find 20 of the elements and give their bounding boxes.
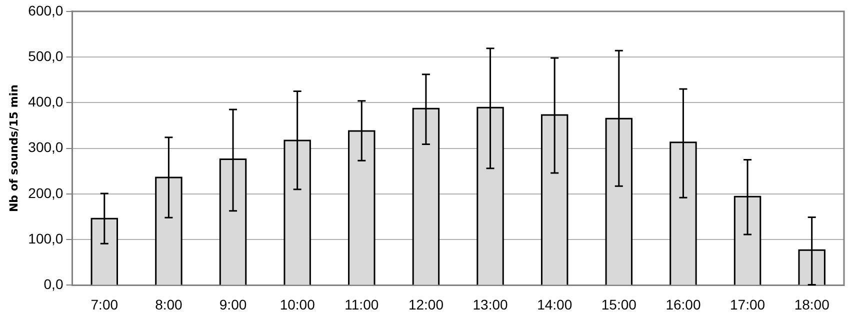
y-tick-label: 400,0 <box>28 94 64 110</box>
x-tick-label: 17:00 <box>730 296 766 312</box>
x-tick-label: 16:00 <box>666 296 701 312</box>
x-tick-label: 13:00 <box>472 296 508 312</box>
x-tick-label: 8:00 <box>155 296 183 312</box>
y-tick-label: 100,0 <box>28 230 64 246</box>
x-tick-label: 7:00 <box>90 296 118 312</box>
x-tick-label: 10:00 <box>280 296 316 312</box>
x-tick-label: 9:00 <box>219 296 247 312</box>
x-tick-label: 15:00 <box>601 296 637 312</box>
y-tick-label: 500,0 <box>28 48 64 64</box>
x-tick-label: 18:00 <box>794 296 830 312</box>
x-tick-label: 12:00 <box>408 296 444 312</box>
y-tick-label: 300,0 <box>28 139 64 156</box>
y-tick-label: 0,0 <box>44 276 64 292</box>
y-tick-label: 200,0 <box>28 184 64 201</box>
x-tick-label: 11:00 <box>344 296 379 312</box>
y-tick-label: 600,0 <box>28 2 64 18</box>
y-axis-title: Nb of sounds/15 min <box>7 84 20 212</box>
x-tick-label: 14:00 <box>537 296 572 312</box>
